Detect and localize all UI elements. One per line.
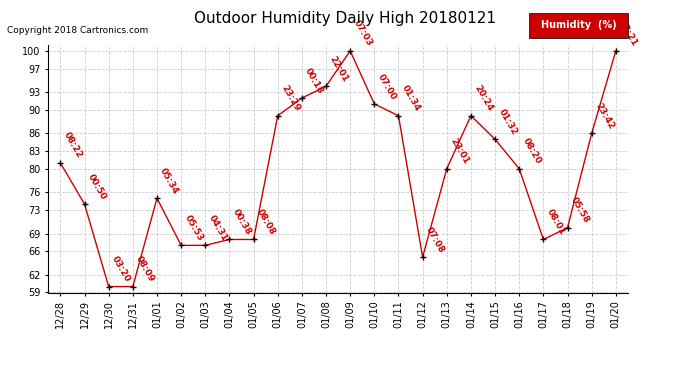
Text: 63:21: 63:21 <box>618 19 640 48</box>
Text: 08:20: 08:20 <box>521 137 542 166</box>
Text: 08:22: 08:22 <box>62 131 83 160</box>
Text: 05:58: 05:58 <box>569 196 591 225</box>
Text: 00:50: 00:50 <box>86 172 108 201</box>
Text: 01:32: 01:32 <box>497 107 518 136</box>
Text: Copyright 2018 Cartronics.com: Copyright 2018 Cartronics.com <box>7 26 148 35</box>
Text: 05:34: 05:34 <box>159 166 181 195</box>
Text: 00:38: 00:38 <box>231 208 253 237</box>
Text: 07:00: 07:00 <box>376 72 397 101</box>
Text: 23:01: 23:01 <box>448 137 470 166</box>
Text: 23:29: 23:29 <box>279 84 302 113</box>
Text: 23:42: 23:42 <box>593 101 615 130</box>
Text: 08:09: 08:09 <box>135 255 156 284</box>
Text: 20:24: 20:24 <box>473 84 495 113</box>
Text: Outdoor Humidity Daily High 20180121: Outdoor Humidity Daily High 20180121 <box>194 11 496 26</box>
Text: 07:03: 07:03 <box>352 19 373 48</box>
FancyBboxPatch shape <box>529 13 628 38</box>
Text: 08:08: 08:08 <box>255 208 277 237</box>
Text: 01:34: 01:34 <box>400 84 422 113</box>
Text: Humidity  (%): Humidity (%) <box>541 20 616 30</box>
Text: 07:08: 07:08 <box>424 225 446 254</box>
Text: 05:53: 05:53 <box>183 213 204 243</box>
Text: 03:20: 03:20 <box>110 255 132 284</box>
Text: 00:18: 00:18 <box>304 66 325 95</box>
Text: 22:01: 22:01 <box>328 54 349 84</box>
Text: 04:31: 04:31 <box>207 213 229 243</box>
Text: 08:01: 08:01 <box>545 208 566 237</box>
